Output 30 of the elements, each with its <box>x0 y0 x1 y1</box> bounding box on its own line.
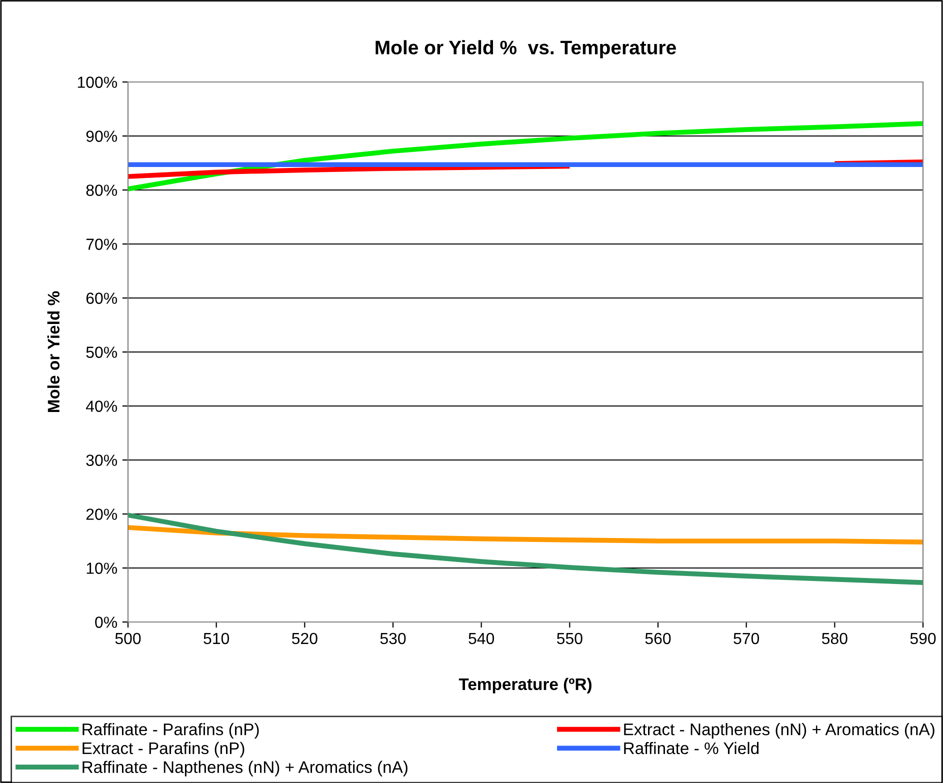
y-tick-label: 70% <box>86 238 118 250</box>
legend-label: Extract - Parafins (nP) <box>82 742 244 758</box>
x-tick-label: 520 <box>292 632 318 644</box>
legend-label: Raffinate - Parafins (nP) <box>82 723 259 739</box>
line-series <box>128 525 923 545</box>
y-tick-label: 90% <box>86 130 118 142</box>
y-tick-label: 60% <box>86 292 118 304</box>
x-tick-label: 570 <box>734 632 760 644</box>
x-tick-label: 540 <box>468 632 494 644</box>
x-tick-label: 500 <box>115 632 141 644</box>
y-tick-label: 40% <box>86 400 118 412</box>
y-tick-label: 0% <box>95 616 118 628</box>
x-tick-label: 510 <box>204 632 230 644</box>
y-tick-label: 100% <box>78 76 118 88</box>
x-tick-label: 560 <box>645 632 671 644</box>
y-axis-title: Mole or Yield % <box>47 291 60 412</box>
x-tick-label: 530 <box>380 632 406 644</box>
legend-label: Extract - Napthenes (nN) + Aromatics (nA) <box>624 723 934 739</box>
x-tick-label: 550 <box>556 632 582 644</box>
x-axis-title: Temperature (ºR) <box>458 678 592 694</box>
chart-title: Mole or Yield % vs. Temperature <box>376 40 676 58</box>
x-tick-label: 580 <box>822 632 848 644</box>
y-tick-label: 10% <box>86 562 118 574</box>
y-tick-label: 50% <box>86 346 118 358</box>
y-tick-label: 20% <box>86 508 118 520</box>
x-tick-label: 590 <box>910 632 936 644</box>
y-tick-label: 80% <box>86 184 118 196</box>
legend-label: Raffinate - % Yield <box>624 742 759 754</box>
legend-label: Raffinate - Napthenes (nN) + Aromatics (nA) <box>82 760 408 776</box>
y-tick-label: 30% <box>86 454 118 466</box>
